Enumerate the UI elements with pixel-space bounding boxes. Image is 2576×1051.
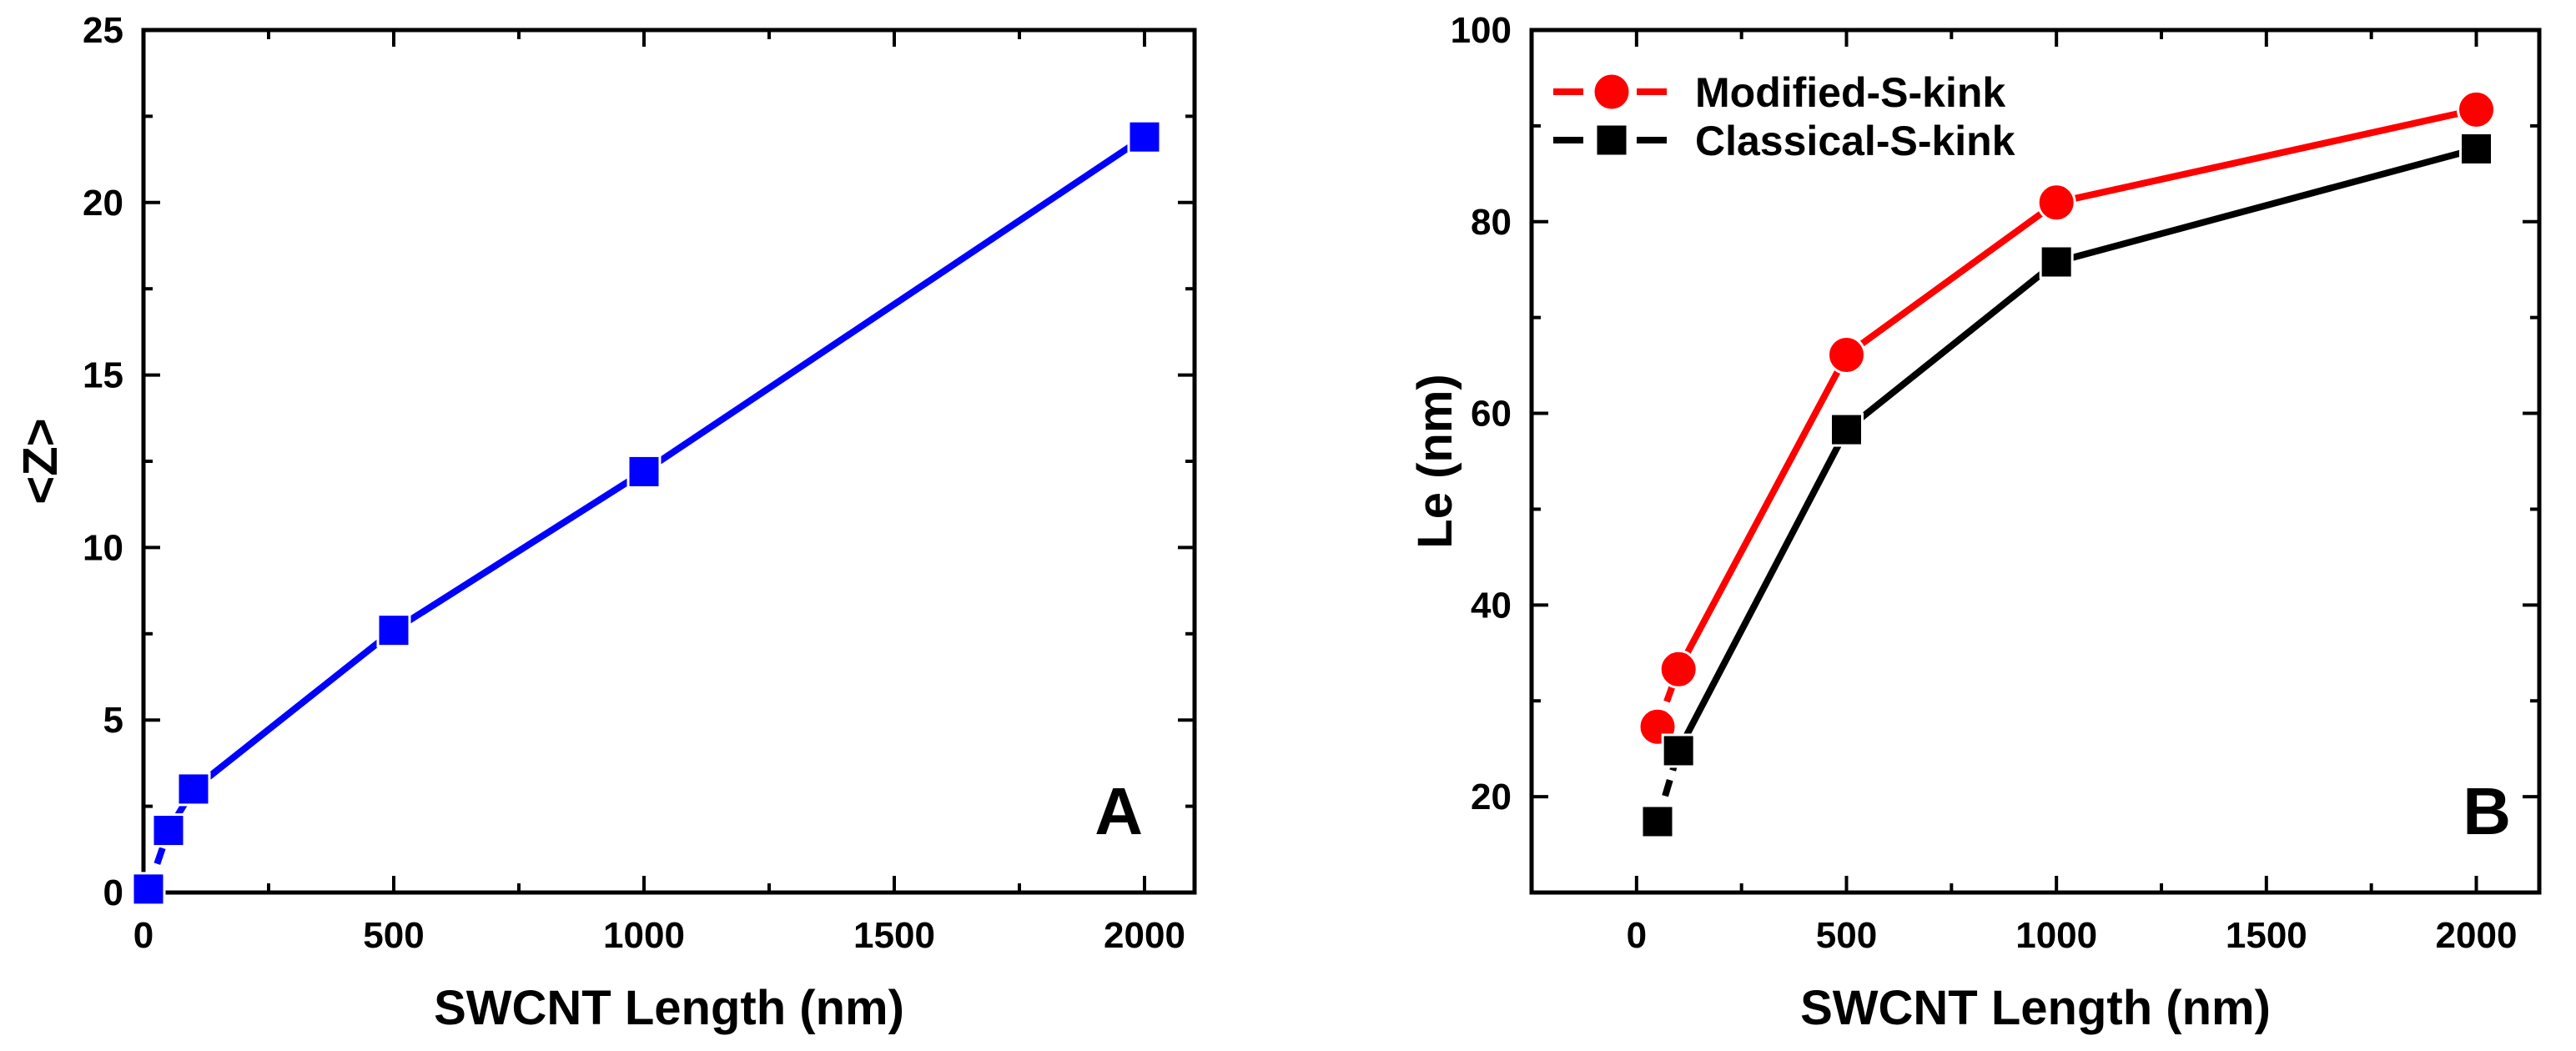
panel-a-series-z-segment: [641, 133, 1147, 475]
panel-b-y-tick-label: 20: [1471, 777, 1512, 817]
panel-a-y-axis-title: <Z>: [13, 418, 68, 504]
panel-a-y-tick-label: 5: [103, 700, 123, 741]
panel-b-series-classical-s-kink-point: [1640, 804, 1675, 839]
panel-b-series-classical-s-kink: [1640, 131, 2493, 839]
panel-a-chart: 0 500 1000 1500 2000 0 5 10 15 20 25 SWCNT Length (…: [13, 10, 1197, 1035]
panel-b-series-modified-s-kink-point: [1827, 334, 1866, 375]
panel-b-series-modified-s-kink-point: [2457, 89, 2496, 129]
panel-b-series-modified-s-kink-point: [1658, 649, 1698, 689]
panel-a-x-tick-label: 1000: [603, 915, 685, 956]
panel-a-y-tick-label: 15: [83, 355, 123, 396]
panel-b-chart: 0 500 1000 1500 2000 20 40 60 80 100 SWCNT Length …: [1408, 10, 2542, 1035]
panel-a-y-tick-label: 20: [83, 183, 123, 224]
panel-a-y-tick-label: 25: [83, 10, 123, 51]
panel-b-legend-swatch-marker: [1594, 123, 1629, 158]
panel-a-x-tick-label: 500: [363, 915, 424, 956]
panel-b-series-classical-s-kink-point: [2039, 244, 2074, 279]
panel-b-series-modified-s-kink-segment: [1675, 353, 1850, 671]
panel-b-y-tick-label: 80: [1471, 202, 1512, 243]
panel-b-series-classical-s-kink-point: [1661, 733, 1696, 768]
panel-b-series-classical-s-kink-segment: [1844, 259, 2059, 433]
panel-a-x-tick-label: 0: [133, 915, 153, 956]
panel-b-y-tick-label: 100: [1451, 10, 1512, 51]
panel-a-series-z: [131, 119, 1162, 907]
panel-b-legend-swatch-marker: [1592, 72, 1632, 112]
panel-b-legend-label: Classical-S-kink: [1695, 118, 2015, 164]
panel-b-series-classical-s-kink-segment: [2055, 145, 2478, 265]
panel-a-series-z-point: [131, 872, 166, 907]
panel-b-y-axis-title: Le (nm): [1408, 374, 1462, 548]
panel-b-x-tick-label: 500: [1816, 915, 1877, 956]
panel-a-x-axis-title: SWCNT Length (nm): [434, 981, 904, 1035]
panel-a-plot-frame: [141, 28, 1197, 895]
panel-b-y-tick-label: 40: [1471, 585, 1512, 626]
panel-a-series-z-segment: [191, 627, 396, 792]
panel-b-series-modified-s-kink-point: [2036, 183, 2076, 223]
panel-a-y-tick-label: 0: [103, 872, 123, 913]
panel-b-series-classical-s-kink-point: [2459, 131, 2493, 166]
panel-b-series-classical-s-kink-segment: [1675, 428, 1850, 752]
panel-b-series-classical-s-kink-point: [1829, 412, 1864, 447]
panel-a-series-z-point: [626, 454, 662, 489]
panel-a-series-z-point: [151, 813, 186, 848]
panel-a-panel-label: A: [1094, 774, 1143, 848]
panel-b-y-tick-label: 60: [1471, 394, 1512, 435]
panel-b-x-tick-label: 1500: [2226, 915, 2307, 956]
panel-a-series-z-point: [376, 613, 411, 648]
panel-b-legend-label: Modified-S-kink: [1695, 69, 2005, 116]
panel-a-series-z-point: [1127, 119, 1162, 154]
panel-b-x-tick-label: 1000: [2015, 915, 2097, 956]
panel-b-x-tick-label: 0: [1627, 915, 1647, 956]
panel-b-series-modified-s-kink: [1638, 89, 2496, 747]
panel-b-series-modified-s-kink-segment: [1844, 199, 2059, 358]
panel-a-x-tick-label: 1500: [853, 915, 935, 956]
panel-b-series-modified-s-kink-segment: [2055, 106, 2478, 206]
panel-a-y-tick-label: 10: [83, 527, 123, 568]
panel-a-x-tick-label: 2000: [1104, 915, 1185, 956]
panel-b-plot-frame: [1529, 28, 2542, 895]
panel-a-series-z-segment: [391, 469, 647, 634]
panel-b-panel-label: B: [2463, 774, 2511, 848]
panel-a-series-z-point: [176, 772, 211, 807]
panel-b-x-tick-label: 2000: [2436, 915, 2518, 956]
panel-b-x-axis-title: SWCNT Length (nm): [1800, 981, 2271, 1035]
